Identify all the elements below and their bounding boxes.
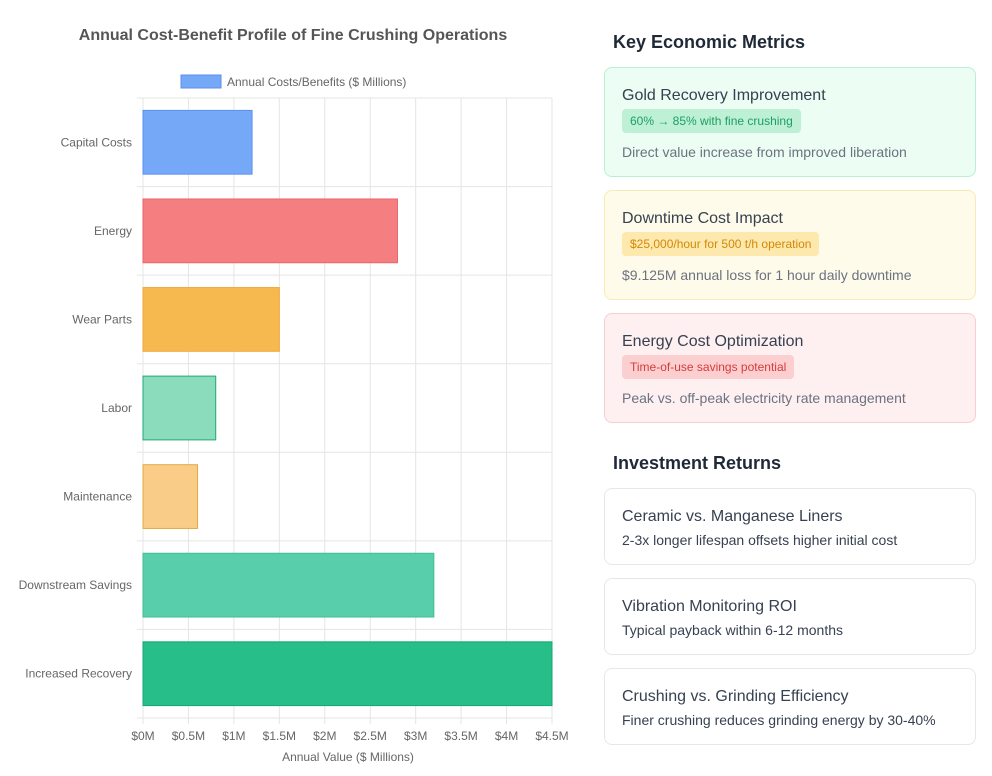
legend-swatch [180,74,222,89]
legend-label: Annual Costs/Benefits ($ Millions) [227,75,406,89]
bar-labor [142,375,217,441]
x-tick-label: $3M [404,729,427,743]
metric-card-downtime: Downtime Cost Impact $25,000/hour for 50… [604,190,976,300]
return-card-title: Crushing vs. Grinding Efficiency [622,688,849,705]
bar-wear-parts [142,287,280,352]
metric-card-title: Downtime Cost Impact [622,210,783,227]
metric-card-title: Energy Cost Optimization [622,333,804,350]
metric-card-energy: Energy Cost Optimization Time-of-use sav… [604,313,976,423]
x-tick-label: $2.5M [354,729,387,743]
return-card-title: Ceramic vs. Manganese Liners [622,508,843,525]
metric-card-desc: $9.125M annual loss for 1 hour daily dow… [622,267,912,283]
chart-title: Annual Cost-Benefit Profile of Fine Crus… [79,27,508,44]
x-tick-label: $0M [131,729,154,743]
return-card-desc: Finer crushing reduces grinding energy b… [622,712,936,728]
return-card-desc: 2-3x longer lifespan offsets higher init… [622,532,898,548]
metric-card-desc: Direct value increase from improved libe… [622,144,907,160]
y-tick-label: Wear Parts [72,312,132,326]
investment-returns-heading: Investment Returns [613,453,782,473]
return-card-title: Vibration Monitoring ROI [622,598,797,615]
bar-energy [142,198,398,264]
metric-card-gold-recovery: Gold Recovery Improvement 60% → 85% with… [604,67,976,177]
key-metrics-heading: Key Economic Metrics [613,32,806,52]
bar-downstream-savings [142,552,435,618]
x-axis-title: Annual Value ($ Millions) [282,750,414,764]
y-tick-label: Energy [94,224,132,238]
bar-increased-recovery [142,641,553,707]
chart-legend[interactable]: Annual Costs/Benefits ($ Millions) [180,74,406,89]
y-tick-label: Capital Costs [61,135,132,149]
x-tick-label: $1M [222,729,245,743]
bar-capital-costs [142,109,253,175]
return-card-desc: Typical payback within 6-12 months [622,622,843,638]
chart-bars [142,109,553,707]
return-card-vibration: Vibration Monitoring ROI Typical payback… [604,578,976,655]
y-tick-label: Maintenance [63,490,132,504]
metric-card-desc: Peak vs. off-peak electricity rate manag… [622,390,906,406]
metric-badge: Time-of-use savings potential [622,355,795,379]
x-axis-labels: $0M $0.5M $1M $1.5M $2M $2.5M $3M $3.5M $4M $4.5M [131,729,568,743]
x-tick-label: $0.5M [172,729,205,743]
x-tick-label: $3.5M [444,729,477,743]
y-tick-label: Labor [101,401,132,415]
bar-maintenance [142,464,199,529]
y-tick-label: Downstream Savings [19,578,132,592]
y-axis-labels: Capital Costs Energy Wear Parts Labor Mainte… [19,135,133,680]
return-card-liners: Ceramic vs. Manganese Liners 2-3x longer… [604,488,976,565]
x-tick-label: $1.5M [263,729,296,743]
return-card-grinding: Crushing vs. Grinding Efficiency Finer c… [604,668,976,745]
bar-chart: Annual Cost-Benefit Profile of Fine Crus… [19,27,569,764]
metric-card-title: Gold Recovery Improvement [622,87,826,104]
x-tick-label: $4.5M [535,729,568,743]
x-tick-label: $4M [495,729,518,743]
metric-badge: $25,000/hour for 500 t/h operation [622,232,820,256]
y-tick-label: Increased Recovery [25,667,132,681]
metric-badge: 60% → 85% with fine crushing [622,109,801,133]
x-tick-label: $2M [313,729,336,743]
